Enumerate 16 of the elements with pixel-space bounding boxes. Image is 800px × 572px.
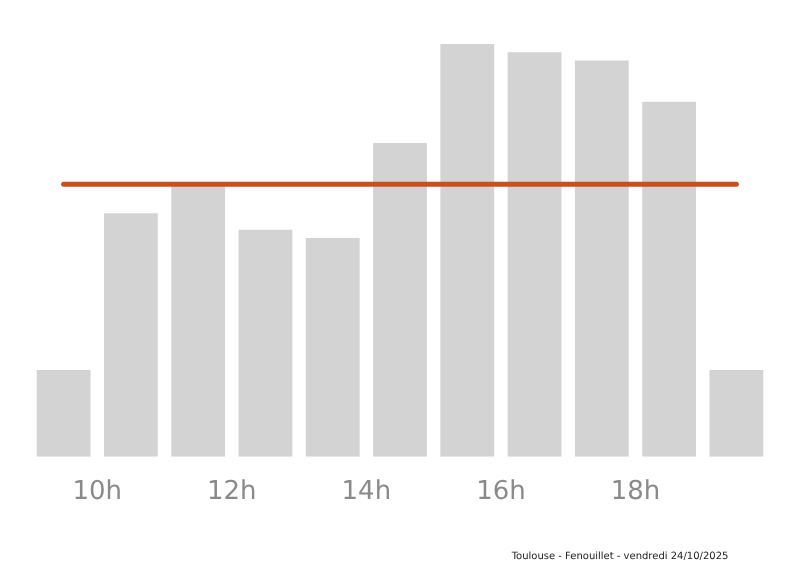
x-tick-label: 10h	[72, 477, 123, 508]
x-tick-label: 16h	[476, 477, 526, 508]
bar	[104, 213, 158, 457]
bar	[507, 52, 562, 457]
bar	[305, 238, 360, 457]
bar	[373, 143, 427, 457]
bar	[171, 184, 226, 457]
bar	[709, 370, 764, 457]
bar	[440, 44, 495, 457]
bar	[36, 370, 91, 457]
x-tick-label: 18h	[610, 477, 661, 508]
x-tick-label: 12h	[207, 477, 257, 508]
x-tick-label: 14h	[341, 477, 392, 508]
bar	[238, 229, 293, 457]
bar	[642, 101, 696, 457]
bar	[574, 60, 629, 457]
